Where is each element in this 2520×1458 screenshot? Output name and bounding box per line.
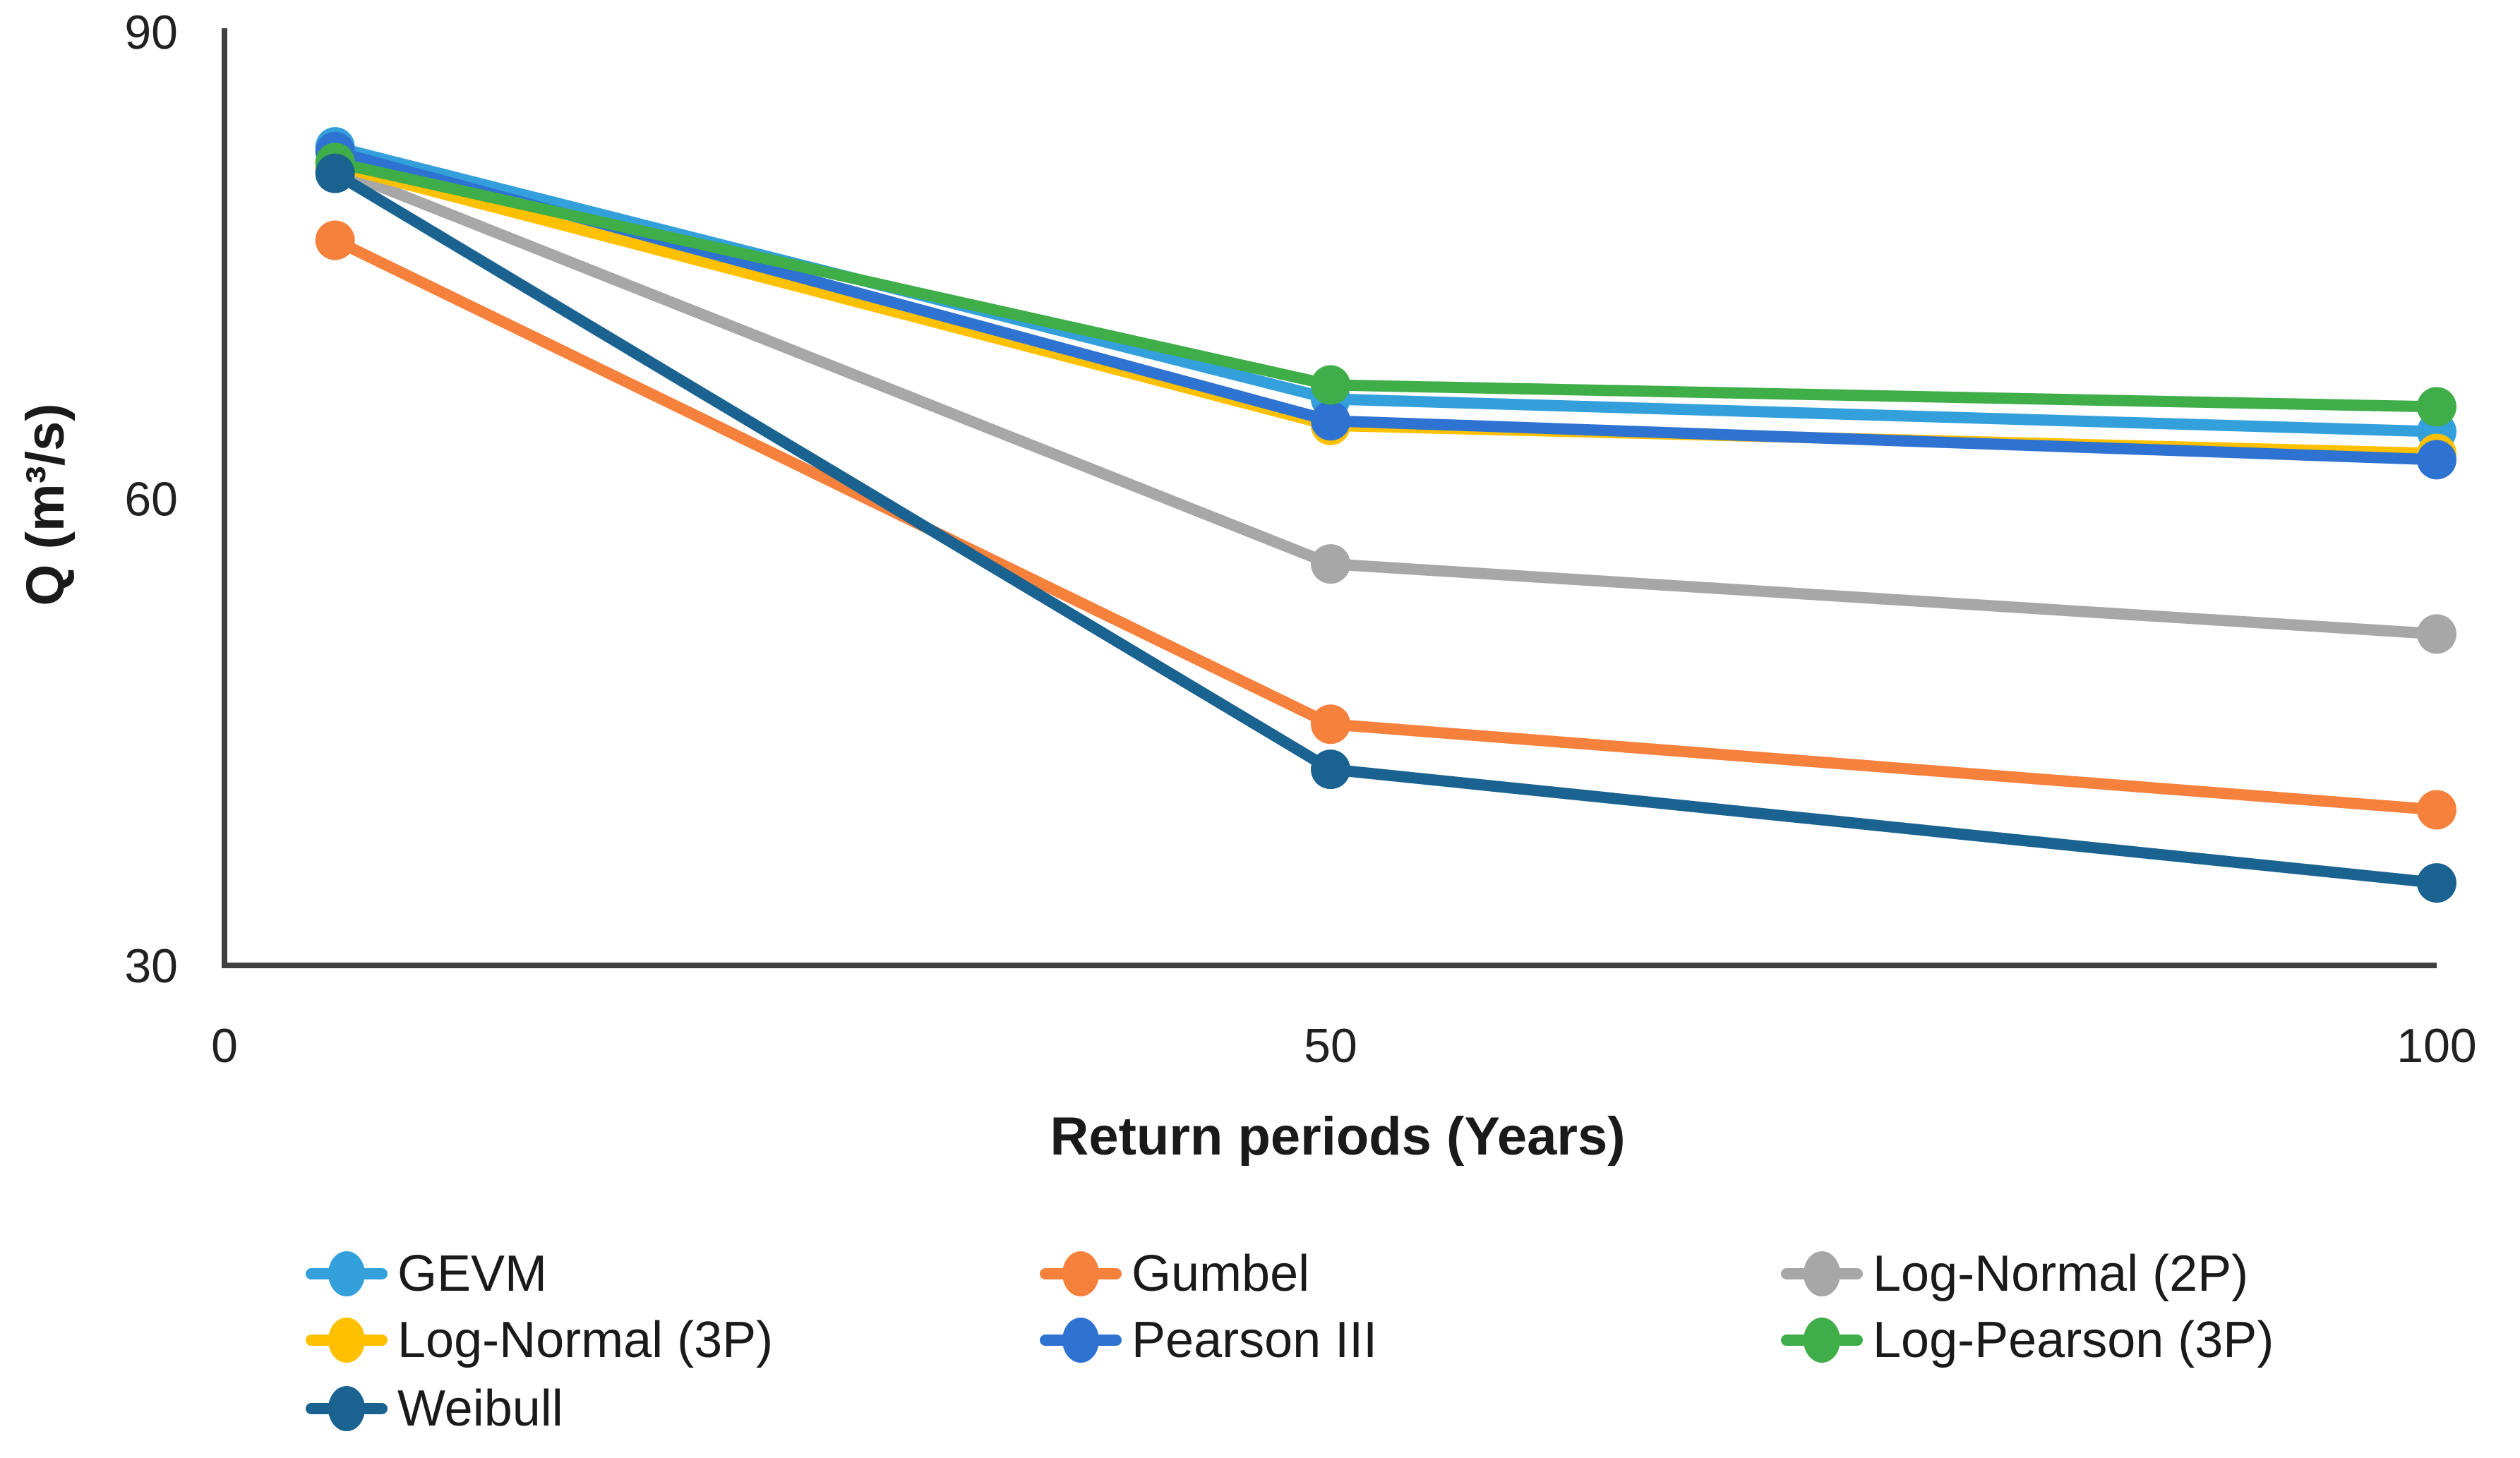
- data-point-log-normal-2p-50: [1311, 544, 1350, 584]
- data-point-weibull-100: [2417, 863, 2456, 903]
- data-point-weibull-50: [1311, 749, 1350, 790]
- series-line-weibull: [329, 167, 2442, 889]
- x-tick-label-100: 100: [2396, 1019, 2476, 1073]
- y-axis-title: Q (m³/s): [16, 403, 76, 606]
- data-point-gumbel-100: [2417, 790, 2456, 830]
- data-point-log-normal-2p-100: [2417, 614, 2456, 654]
- data-point-pearson-iii-100: [2417, 440, 2456, 480]
- series-line-log-pearson-3p: [329, 157, 2442, 413]
- data-point-gumbel-5: [315, 220, 355, 260]
- y-tick-label-30: 30: [124, 939, 178, 993]
- data-point-log-pearson-3p-50: [1311, 365, 1350, 405]
- series-line-log-normal-3p: [329, 159, 2442, 459]
- series-line-gumbel: [329, 234, 2442, 816]
- x-tick-label-50: 50: [1304, 1019, 1357, 1073]
- data-point-pearson-iii-50: [1311, 401, 1350, 441]
- plot-axes-group: [222, 28, 2437, 968]
- x-tick-label-0: 0: [211, 1019, 238, 1073]
- y-tick-label-60: 60: [124, 473, 178, 526]
- x-axis-title: Return periods (Years): [1050, 1107, 1625, 1167]
- data-point-gumbel-50: [1311, 704, 1350, 745]
- y-tick-label-90: 90: [124, 6, 178, 59]
- plot-ticks-group: 30 60 90 0 50 100: [124, 6, 2476, 1073]
- series-line-pearson-iii: [329, 145, 2442, 466]
- data-point-weibull-5: [315, 153, 355, 193]
- data-point-log-pearson-3p-100: [2417, 387, 2456, 427]
- plot-series-group: [315, 127, 2456, 903]
